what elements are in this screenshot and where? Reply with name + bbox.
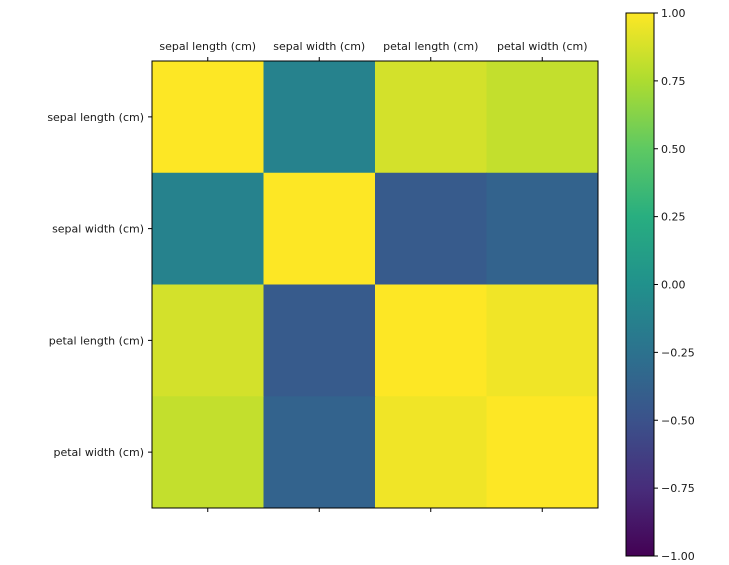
- x-tick-label: petal length (cm): [383, 40, 478, 53]
- y-tick-label: petal width (cm): [53, 446, 144, 459]
- heatmap-cell: [486, 396, 599, 509]
- heatmap-cell: [263, 172, 376, 285]
- y-tick-label: petal length (cm): [49, 334, 144, 347]
- heatmap-cell: [375, 284, 487, 397]
- heatmap-cells: [152, 61, 599, 509]
- x-tick-label: sepal length (cm): [159, 40, 256, 53]
- colorbar-tick-label: 0.00: [661, 279, 686, 292]
- colorbar-ticks: 1.00 0.75 0.50 0.25 0.00 −0.25 −0.50 −0.75 −1.00: [654, 7, 695, 563]
- heatmap-cell: [152, 172, 264, 285]
- colorbar: [626, 13, 654, 556]
- colorbar-tick-label: −0.25: [661, 346, 695, 359]
- heatmap-cell: [263, 284, 376, 397]
- heatmap-cell: [375, 172, 487, 285]
- y-tick-label: sepal width (cm): [52, 223, 144, 236]
- y-tick-label: sepal length (cm): [47, 111, 144, 124]
- colorbar-tick-label: 0.75: [661, 75, 686, 88]
- colorbar-tick-label: 0.25: [661, 211, 686, 224]
- heatmap-cell: [152, 61, 264, 174]
- colorbar-tick-label: −1.00: [661, 550, 695, 563]
- x-axis-ticks: sepal length (cm) sepal width (cm) petal l…: [159, 40, 588, 512]
- y-axis-ticks: sepal length (cm) sepal width (cm) petal l…: [47, 111, 152, 459]
- colorbar-tick-label: −0.50: [661, 414, 695, 427]
- x-tick-label: petal width (cm): [497, 40, 588, 53]
- heatmap-cell: [486, 284, 599, 397]
- x-tick-label: sepal width (cm): [273, 40, 365, 53]
- heatmap-cell: [486, 172, 599, 285]
- colorbar-tick-label: 0.50: [661, 143, 686, 156]
- heatmap-frame: [151, 60, 599, 509]
- colorbar-tick-label: −0.75: [661, 482, 695, 495]
- heatmap-cell: [263, 61, 376, 174]
- heatmap-cell: [375, 396, 487, 509]
- heatmap-cell: [486, 61, 599, 174]
- heatmap-cell: [152, 284, 264, 397]
- heatmap-cell: [375, 61, 487, 174]
- heatmap-cell: [263, 396, 376, 509]
- colorbar-tick-label: 1.00: [661, 7, 686, 20]
- heatmap-cell: [152, 396, 264, 509]
